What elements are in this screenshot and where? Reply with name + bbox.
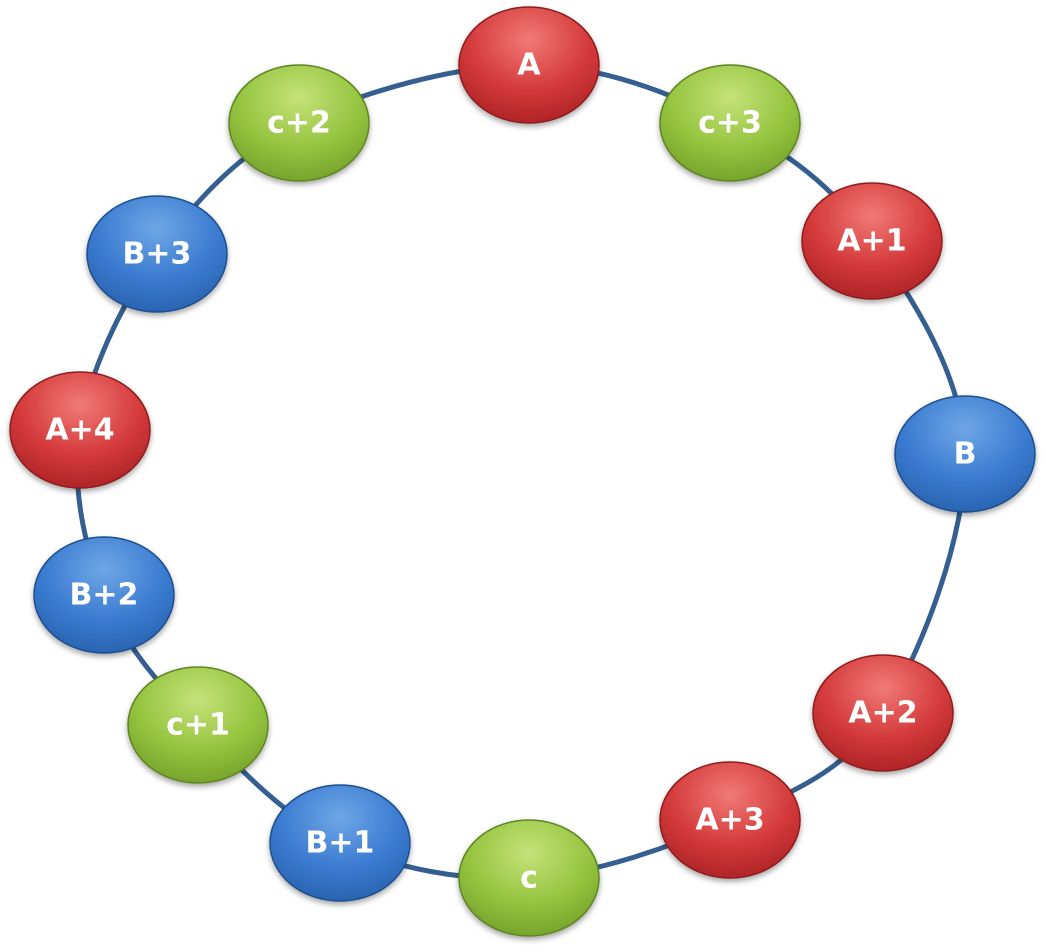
node-b1-ellipse bbox=[269, 784, 411, 902]
node-c3-ellipse bbox=[659, 64, 801, 182]
node-b3-label: B+3 bbox=[123, 237, 192, 272]
ring-nodes: Ac+3 A+1 B A+2 A+3 c B+1 c+1 B+2 A+4 B+3 c+2 bbox=[9, 6, 1036, 937]
node-a2-label: A+2 bbox=[848, 696, 917, 731]
node-c2: c+2 bbox=[228, 64, 370, 182]
node-b1: B+1 bbox=[269, 784, 411, 902]
node-a1: A+1 bbox=[801, 182, 943, 300]
node-a4-label: A+4 bbox=[45, 413, 114, 448]
node-b3: B+3 bbox=[86, 195, 228, 313]
node-b2: B+2 bbox=[33, 536, 175, 654]
node-a2: A+2 bbox=[812, 654, 954, 772]
node-b-label: B bbox=[954, 437, 977, 472]
node-b-ellipse bbox=[894, 395, 1036, 513]
node-a: A bbox=[458, 6, 600, 124]
node-a2-ellipse bbox=[812, 654, 954, 772]
node-c3-label: c+3 bbox=[698, 106, 762, 141]
node-b1-label: B+1 bbox=[306, 826, 375, 861]
node-a4-ellipse bbox=[9, 371, 151, 489]
node-a3-ellipse bbox=[659, 761, 801, 879]
node-a3-label: A+3 bbox=[695, 803, 764, 838]
node-a-ellipse bbox=[458, 6, 600, 124]
node-a1-ellipse bbox=[801, 182, 943, 300]
node-c2-ellipse bbox=[228, 64, 370, 182]
node-c1-label: c+1 bbox=[166, 708, 230, 743]
node-a4: A+4 bbox=[9, 371, 151, 489]
node-c: c bbox=[458, 819, 600, 937]
node-b3-ellipse bbox=[86, 195, 228, 313]
node-c-ellipse bbox=[458, 819, 600, 937]
node-a-label: A bbox=[517, 48, 541, 83]
node-c1-ellipse bbox=[127, 666, 269, 784]
node-c1: c+1 bbox=[127, 666, 269, 784]
node-c2-label: c+2 bbox=[267, 106, 331, 141]
node-b: B bbox=[894, 395, 1036, 513]
node-b2-label: B+2 bbox=[70, 578, 139, 613]
node-c-label: c bbox=[520, 861, 538, 896]
node-b2-ellipse bbox=[33, 536, 175, 654]
node-a1-label: A+1 bbox=[837, 224, 906, 259]
node-c3: c+3 bbox=[659, 64, 801, 182]
node-a3: A+3 bbox=[659, 761, 801, 879]
